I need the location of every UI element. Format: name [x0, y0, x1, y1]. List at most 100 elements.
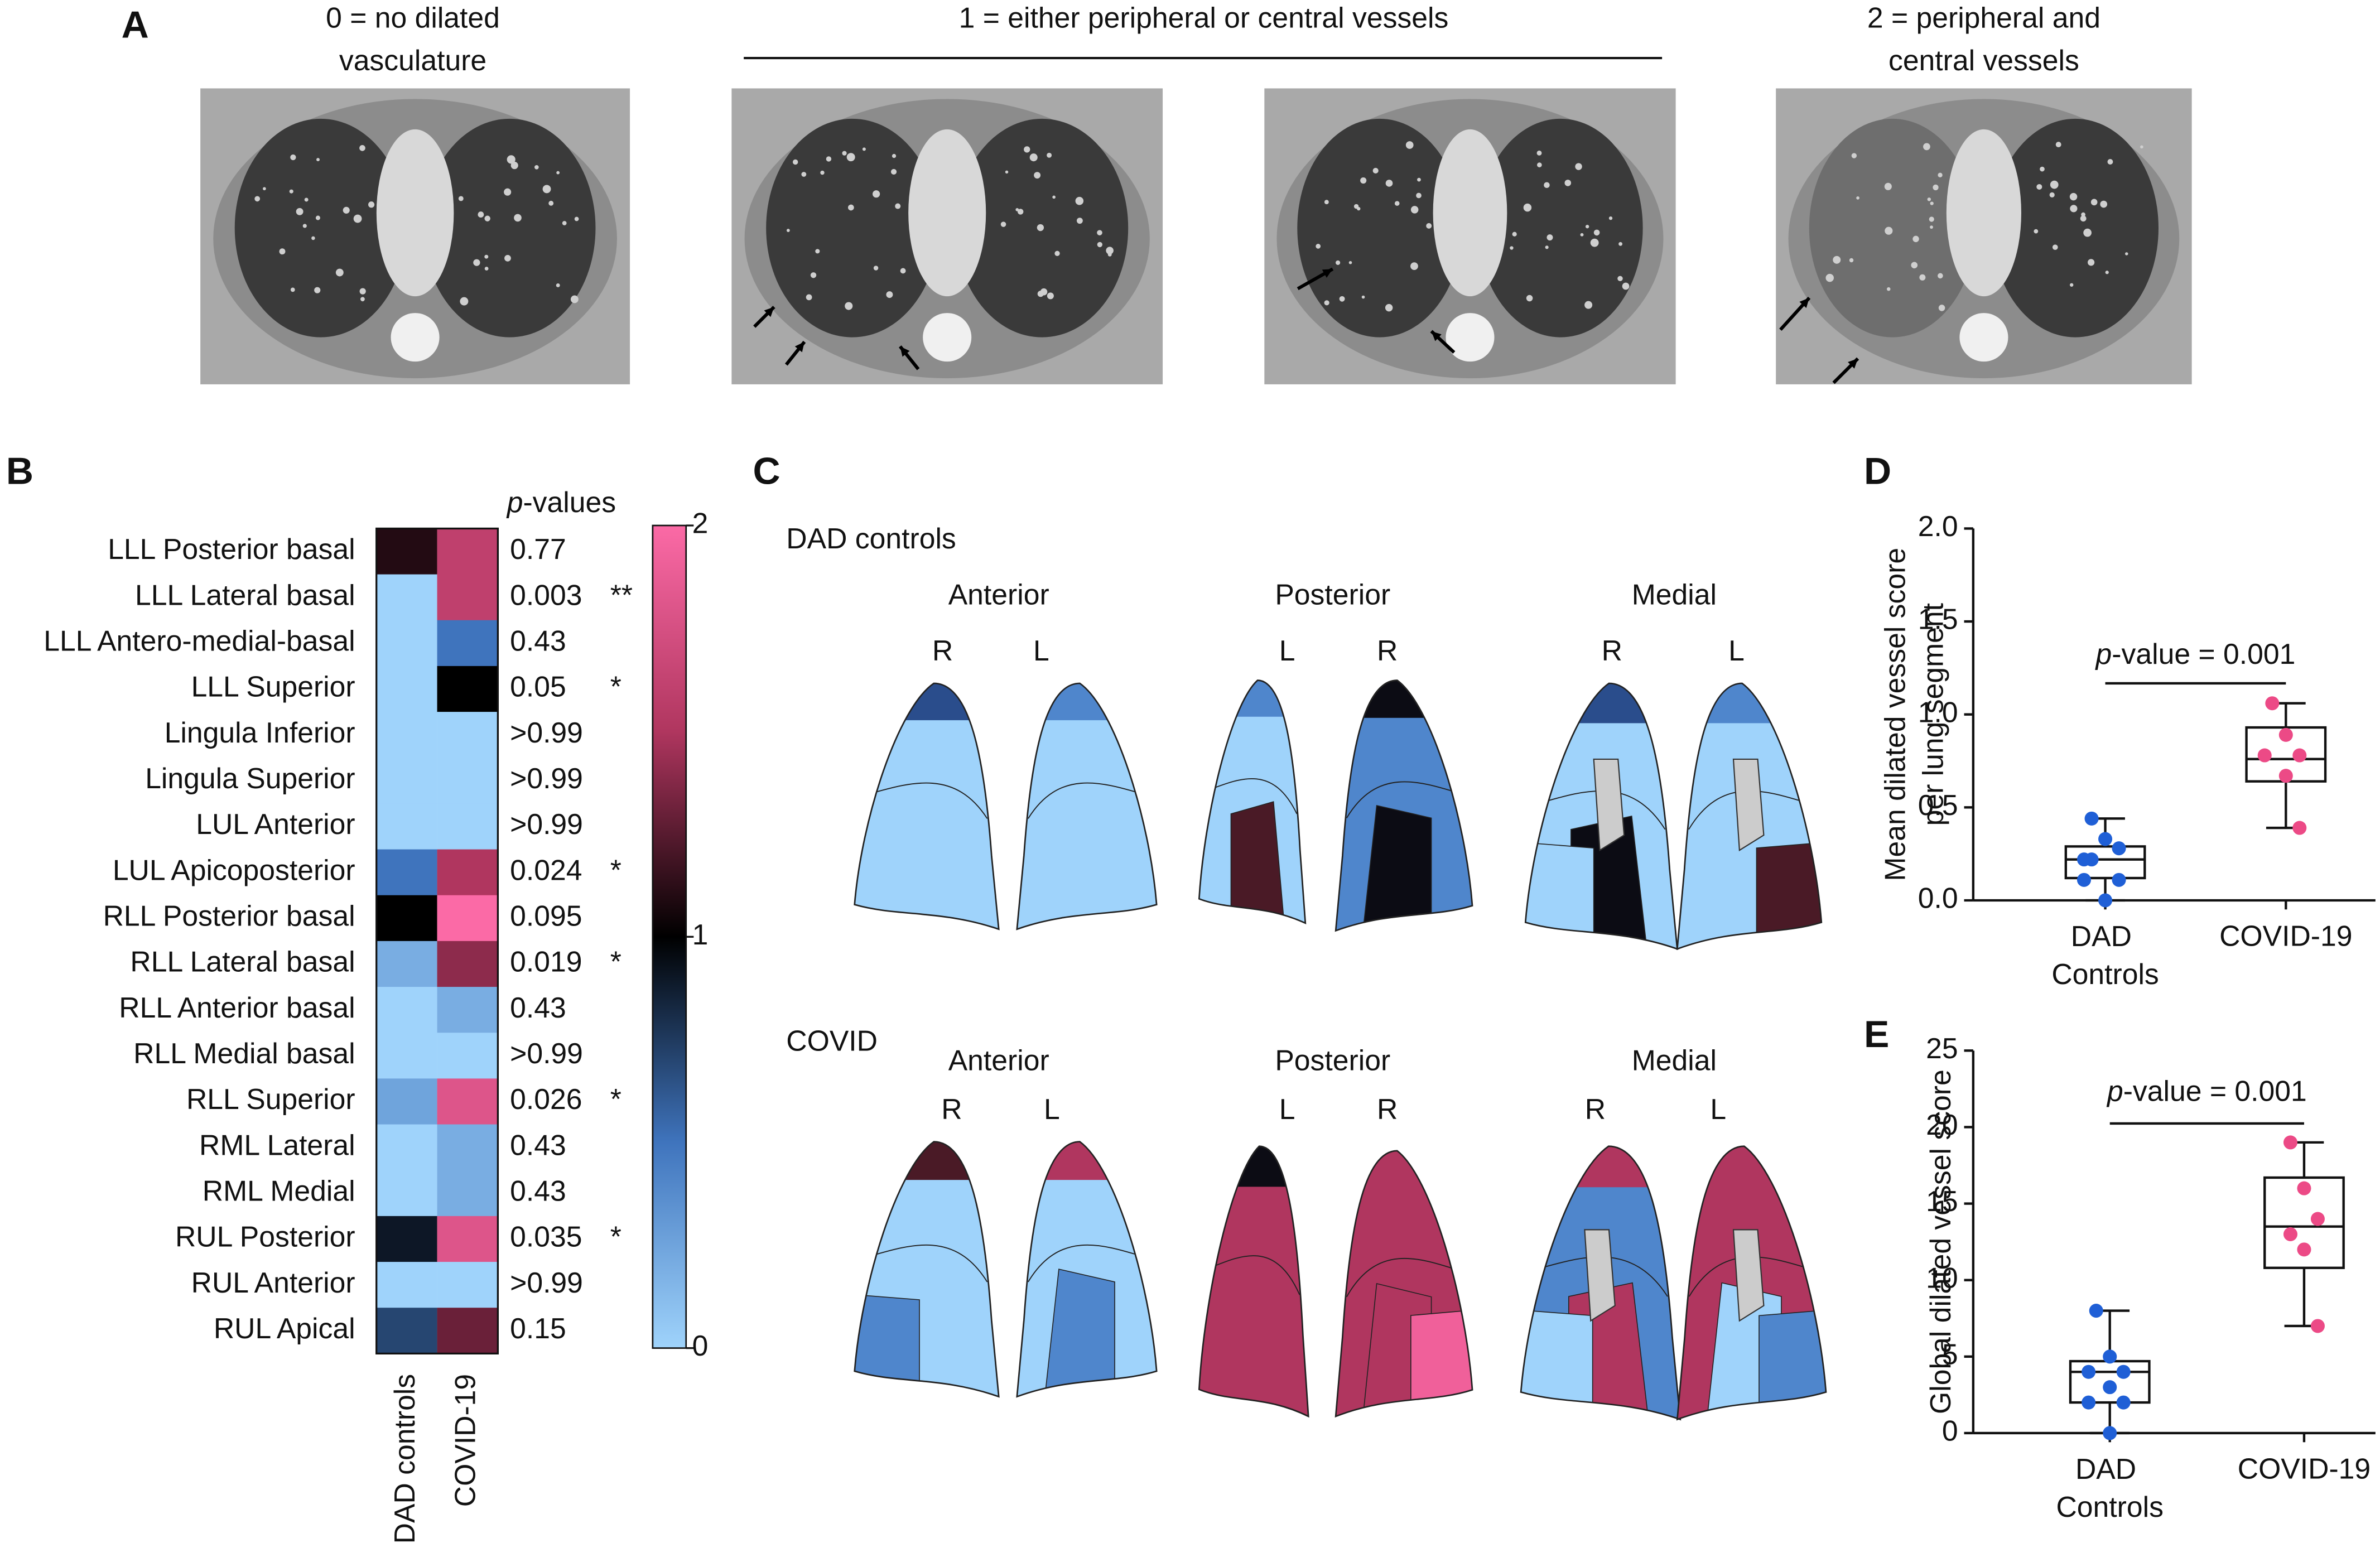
ct-vessel [2070, 283, 2074, 287]
row-label: RLL Lateral basal [130, 946, 355, 978]
ct-vessel [304, 197, 309, 202]
ct-vessel [254, 196, 261, 202]
significance: * [610, 1083, 622, 1115]
ct-vessel [1024, 146, 1030, 153]
data-point [2098, 893, 2113, 908]
lobe [1525, 842, 1594, 949]
ct-vessel [484, 267, 489, 271]
ct-vessel [1394, 201, 1400, 206]
view-label: Medial [1632, 578, 1717, 611]
lung-outline [1524, 682, 1678, 951]
heatmap-cell [376, 574, 437, 621]
row-label: RLL Medial basal [133, 1037, 355, 1069]
y-tick-label: 15 [1926, 1185, 1958, 1217]
ct-vessel [1510, 246, 1514, 250]
ct-vessel [478, 211, 484, 218]
caption: 1 = either peripheral or central vessels [959, 2, 1449, 34]
ct-vessel [473, 259, 480, 266]
ct-vessel [1575, 163, 1582, 170]
ct-mediastinum [1433, 129, 1507, 297]
lobe [1362, 804, 1432, 931]
ct-vessel [311, 236, 315, 240]
ct-vessel [542, 185, 551, 194]
fissure [1346, 1257, 1459, 1298]
side-label: L [1279, 1093, 1295, 1125]
ct-vessel [2034, 229, 2039, 234]
ct-vessel [1416, 192, 1422, 199]
caption: central vessels [1888, 44, 2079, 76]
ct-lung [1478, 118, 1643, 337]
ct-vessel [1052, 195, 1056, 199]
ct-vessel [574, 216, 579, 221]
ct-vessel [368, 201, 375, 208]
ct-vessel [1833, 255, 1841, 264]
p-value: 0.003 [510, 578, 582, 611]
p-value: >0.99 [510, 1037, 583, 1069]
ct-vessel [786, 229, 790, 232]
data-point [2116, 1395, 2131, 1410]
hilum [1732, 758, 1765, 852]
ct-vessel [1884, 182, 1892, 190]
panel-label: A [122, 4, 149, 46]
y-tick-label: 25 [1926, 1032, 1958, 1064]
panel-label: B [6, 450, 33, 492]
lung [1016, 1141, 1157, 1397]
ct-vessel [2100, 200, 2108, 208]
heatmap-cell [376, 1170, 437, 1217]
row-label: RUL Posterior [175, 1221, 355, 1253]
lung-outline [1016, 1141, 1158, 1398]
heatmap-cell [437, 1262, 498, 1309]
row-label: RUL Apical [214, 1312, 355, 1344]
data-point [2292, 748, 2307, 763]
ct-vessel [873, 190, 880, 198]
lobe [1410, 1309, 1473, 1417]
hilum [1732, 1229, 1765, 1322]
heatmap-cell [437, 1033, 498, 1079]
row-label: RML Medial [203, 1174, 355, 1207]
fissure [1028, 1244, 1143, 1282]
y-tick-label: 1.5 [1918, 603, 1958, 635]
y-tick-label: 1.0 [1918, 696, 1958, 728]
colorbar [652, 524, 687, 1349]
ct-vessel [263, 187, 266, 191]
colorbar-tick-label: 2 [692, 507, 709, 539]
ct-vessel [2055, 142, 2061, 148]
fissure [869, 1244, 988, 1282]
ct-vessel [845, 302, 853, 310]
side-label: L [1710, 1093, 1726, 1125]
p-value: 0.024 [510, 854, 582, 886]
data-point [2265, 696, 2280, 711]
box [2263, 1176, 2345, 1269]
p-value: 0.05 [510, 671, 566, 703]
caption: vasculature [339, 44, 486, 76]
significance: * [610, 671, 622, 703]
heatmap-cell [376, 620, 437, 667]
y-tick-label: 20 [1926, 1108, 1958, 1141]
heatmap-cell [437, 574, 498, 621]
annotation: p-value = 0.001 [2095, 638, 2296, 670]
ct-vessel [460, 297, 469, 306]
ct-vessel [1336, 260, 1341, 265]
ct-vessel [862, 147, 866, 151]
ct-vessel [2070, 205, 2078, 213]
ct-vessel [1544, 182, 1550, 189]
ct-vessel [1927, 197, 1931, 201]
significance: * [610, 854, 622, 886]
heatmap-cell [437, 941, 498, 987]
y-tick-label: 0 [1942, 1415, 1958, 1447]
ct-vessel [1097, 242, 1102, 248]
lung [1336, 680, 1473, 931]
x-tick-label: DAD Controls [2056, 1453, 2163, 1523]
ct-vessel [1385, 303, 1393, 312]
row-label: LUL Anterior [196, 808, 355, 840]
data-point [2297, 1181, 2311, 1195]
data-point [2297, 1242, 2311, 1257]
heatmap-cell [376, 1216, 437, 1262]
lobe [1044, 1269, 1115, 1397]
ct-vessel [2125, 252, 2128, 255]
ct-vessel [1580, 233, 1584, 237]
ct-vessel [2083, 228, 2092, 237]
ct-vessel [1593, 229, 1600, 236]
group-label: DAD controls [786, 522, 956, 555]
heatmap-cell [437, 712, 498, 759]
